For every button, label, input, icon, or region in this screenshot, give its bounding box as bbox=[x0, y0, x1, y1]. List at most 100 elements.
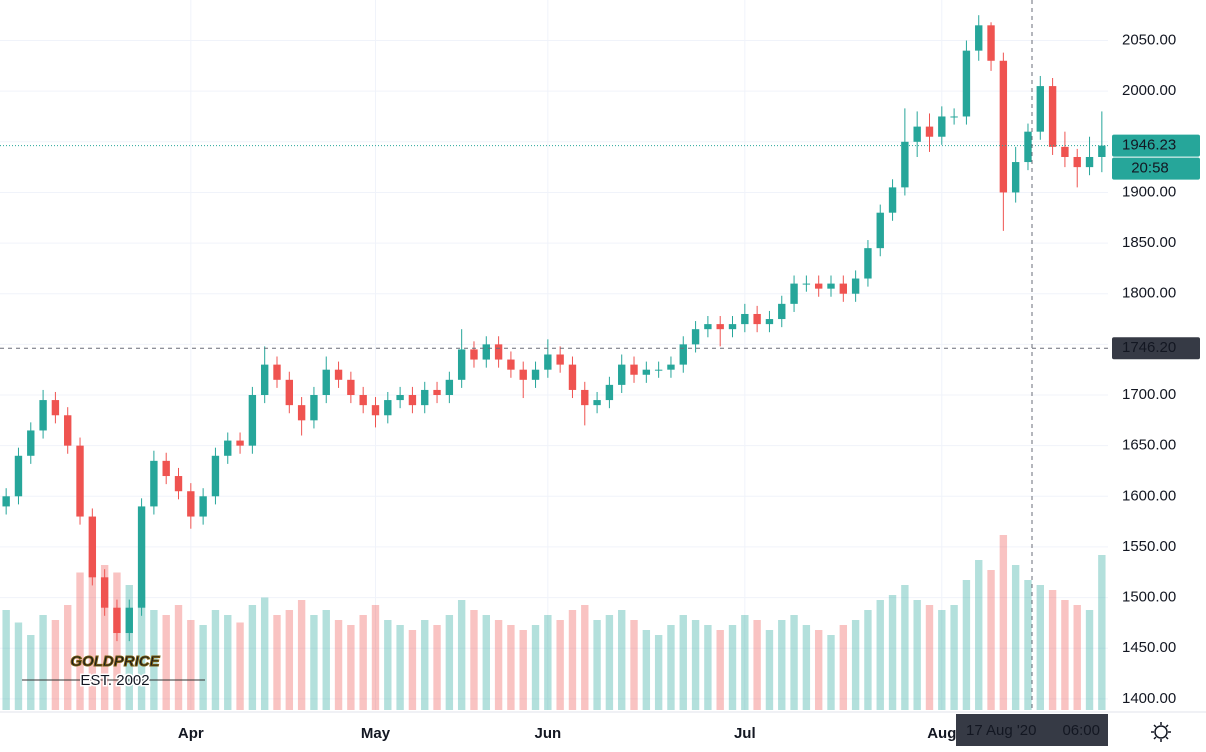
volume-bar bbox=[765, 630, 774, 710]
candle-body bbox=[925, 126, 934, 137]
candle-body bbox=[1048, 86, 1057, 147]
candle-body bbox=[654, 369, 663, 371]
volume-bar bbox=[1061, 600, 1069, 710]
settings-icon[interactable] bbox=[1151, 722, 1171, 742]
candle-body bbox=[531, 369, 540, 380]
volume-bar bbox=[999, 535, 1008, 710]
y-tick-label: 1800.00 bbox=[1122, 285, 1176, 302]
volume-bar bbox=[1085, 610, 1094, 710]
candle-body bbox=[211, 455, 220, 497]
candle-body bbox=[310, 395, 318, 421]
candle-body bbox=[100, 577, 109, 608]
volume-bar bbox=[162, 615, 170, 710]
candle-body bbox=[876, 212, 884, 249]
candle-body bbox=[408, 395, 417, 406]
volume-bar bbox=[925, 605, 934, 710]
candle-body bbox=[913, 126, 921, 142]
candle-body bbox=[556, 354, 564, 365]
candle-body bbox=[76, 445, 84, 517]
candle-body bbox=[273, 364, 281, 380]
volume-bar bbox=[482, 615, 490, 710]
volume-bar bbox=[568, 610, 577, 710]
volume-bar bbox=[273, 615, 281, 710]
candle-body bbox=[839, 283, 848, 294]
candle-layer bbox=[2, 15, 1106, 642]
volume-bar bbox=[642, 630, 651, 710]
volume-bar bbox=[137, 590, 146, 710]
y-tick-label: 2000.00 bbox=[1122, 82, 1176, 99]
volume-bar bbox=[741, 615, 749, 710]
candle-body bbox=[347, 379, 355, 396]
volume-bar bbox=[359, 615, 367, 710]
volume-bar bbox=[421, 620, 429, 710]
candle-body bbox=[790, 283, 798, 304]
crosshair-date-label: 17 Aug '20 bbox=[966, 722, 1036, 739]
candle-body bbox=[384, 400, 392, 416]
y-tick-label: 1600.00 bbox=[1122, 487, 1176, 504]
candle-body bbox=[630, 364, 638, 375]
volume-bar bbox=[224, 615, 232, 710]
volume-bar bbox=[778, 620, 786, 710]
volume-bar bbox=[679, 615, 687, 710]
candle-body bbox=[260, 364, 269, 396]
candle-body bbox=[27, 430, 35, 456]
candle-body bbox=[1098, 145, 1106, 157]
crosshair-price-box bbox=[1112, 337, 1200, 360]
candle-body bbox=[778, 303, 786, 320]
candle-body bbox=[2, 496, 10, 507]
candle-body bbox=[285, 379, 294, 406]
candle-body bbox=[581, 389, 589, 406]
x-tick-label: Apr bbox=[178, 725, 204, 742]
y-tick-label: 1650.00 bbox=[1122, 437, 1176, 454]
volume-bar bbox=[1036, 585, 1044, 710]
candle-body bbox=[999, 60, 1008, 193]
volume-bar bbox=[100, 565, 109, 710]
candle-body bbox=[199, 496, 207, 517]
candle-body bbox=[494, 344, 503, 360]
volume-bar bbox=[297, 600, 306, 710]
candle-body bbox=[113, 607, 121, 634]
volume-layer bbox=[2, 535, 1106, 710]
candle-body bbox=[482, 344, 490, 360]
volume-bar bbox=[519, 630, 527, 710]
volume-bar bbox=[125, 585, 133, 710]
watermark-title: GOLDPRICE bbox=[70, 653, 160, 670]
candle-body bbox=[1036, 86, 1044, 132]
candle-body bbox=[334, 369, 343, 380]
volume-bar bbox=[888, 595, 897, 710]
candle-body bbox=[618, 364, 626, 385]
candle-body bbox=[236, 440, 244, 446]
volume-bar bbox=[347, 625, 355, 710]
crosshair-date-box bbox=[956, 714, 1108, 746]
volume-bar bbox=[76, 572, 84, 710]
volume-bar bbox=[1048, 590, 1057, 710]
volume-bar bbox=[913, 600, 921, 710]
candle-body bbox=[962, 50, 971, 117]
volume-bar bbox=[962, 580, 971, 710]
grid bbox=[0, 0, 1108, 710]
candle-body bbox=[753, 313, 761, 325]
x-tick-label: Jul bbox=[734, 725, 756, 742]
candle-body bbox=[14, 455, 23, 497]
y-tick-label: 1400.00 bbox=[1122, 690, 1176, 707]
volume-bar bbox=[187, 620, 195, 710]
volume-bar bbox=[667, 625, 675, 710]
volume-bar bbox=[433, 625, 441, 710]
candle-body bbox=[765, 319, 774, 325]
volume-bar bbox=[334, 620, 343, 710]
candle-body bbox=[864, 248, 872, 279]
volume-bar bbox=[310, 615, 318, 710]
x-tick-label: Jun bbox=[535, 725, 562, 742]
volume-bar bbox=[211, 610, 220, 710]
volume-bar bbox=[507, 625, 515, 710]
candle-body bbox=[359, 395, 367, 406]
volume-bar bbox=[236, 622, 244, 710]
volume-bar bbox=[839, 625, 848, 710]
candle-body bbox=[544, 354, 552, 370]
volume-bar bbox=[790, 615, 798, 710]
candle-body bbox=[827, 283, 835, 289]
candle-body bbox=[174, 476, 183, 492]
candle-body bbox=[248, 395, 257, 446]
candle-body bbox=[396, 395, 404, 401]
